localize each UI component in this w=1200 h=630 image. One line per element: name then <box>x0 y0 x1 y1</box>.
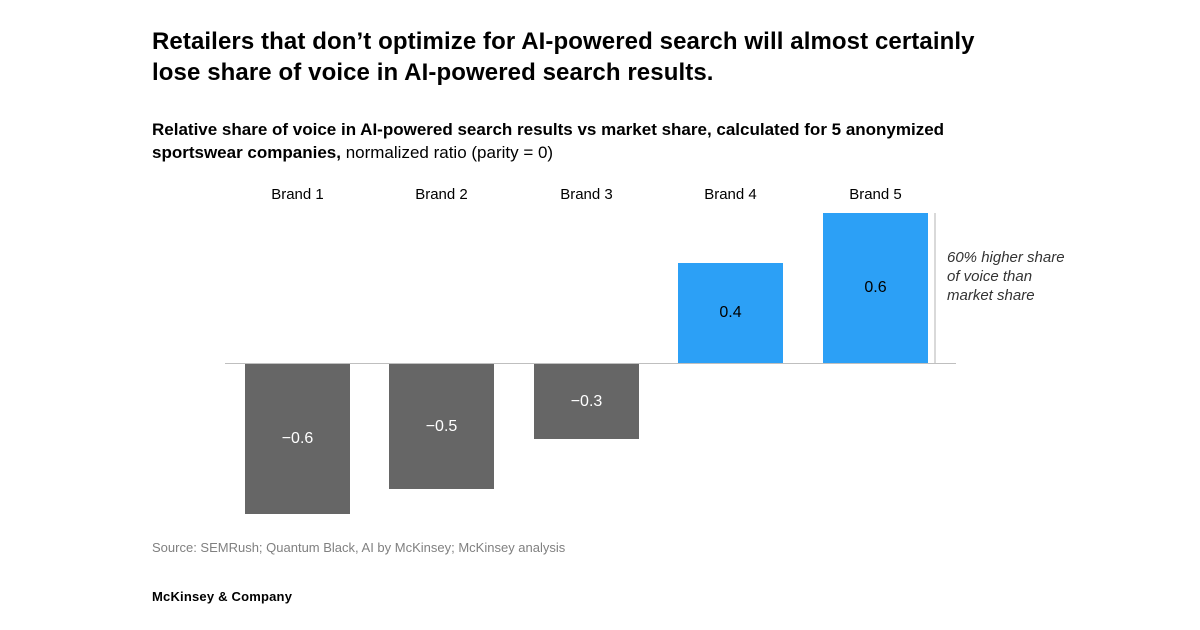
page-title-line-2: lose share of voice in AI-powered search… <box>152 59 714 86</box>
bar-brand-5: 0.6 <box>823 213 928 363</box>
category-label-1: Brand 1 <box>271 186 324 203</box>
category-label-5: Brand 5 <box>849 186 902 203</box>
bar-brand-4: 0.4 <box>678 263 783 363</box>
bar-value-label: −0.6 <box>281 430 314 447</box>
page-title: Retailers that don’t optimize for AI-pow… <box>152 26 1052 88</box>
chart-subtitle-bold-line-1: Relative share of voice in AI-powered se… <box>152 120 945 139</box>
category-label-4: Brand 4 <box>704 186 757 203</box>
bar-brand-3: −0.3 <box>534 364 639 439</box>
category-label-3: Brand 3 <box>560 186 613 203</box>
zero-axis-line <box>225 363 956 364</box>
bar-value-label: −0.5 <box>425 417 458 435</box>
bar-value-label: 0.4 <box>719 304 742 321</box>
brand-footer: McKinsey & Company <box>152 589 293 604</box>
chart-subtitle: Relative share of voice in AI-powered se… <box>152 118 1032 164</box>
chart-subtitle-bold-line-2: sportswear companies, <box>152 143 341 162</box>
annotation-callout-line <box>934 213 936 363</box>
bar-brand-2: −0.5 <box>389 364 494 489</box>
chart-subtitle-unit: normalized ratio (parity = 0) <box>345 143 554 162</box>
page-title-line-1: Retailers that don’t optimize for AI-pow… <box>152 28 975 55</box>
bar-brand-1: −0.6 <box>245 364 350 514</box>
bar-value-label: −0.3 <box>570 392 603 410</box>
category-label-2: Brand 2 <box>415 186 468 203</box>
annotation-text: 60% higher share of voice than market sh… <box>947 249 1065 304</box>
bar-value-label: 0.6 <box>864 279 887 296</box>
source-note: Source: SEMRush; Quantum Black, AI by Mc… <box>152 540 566 555</box>
